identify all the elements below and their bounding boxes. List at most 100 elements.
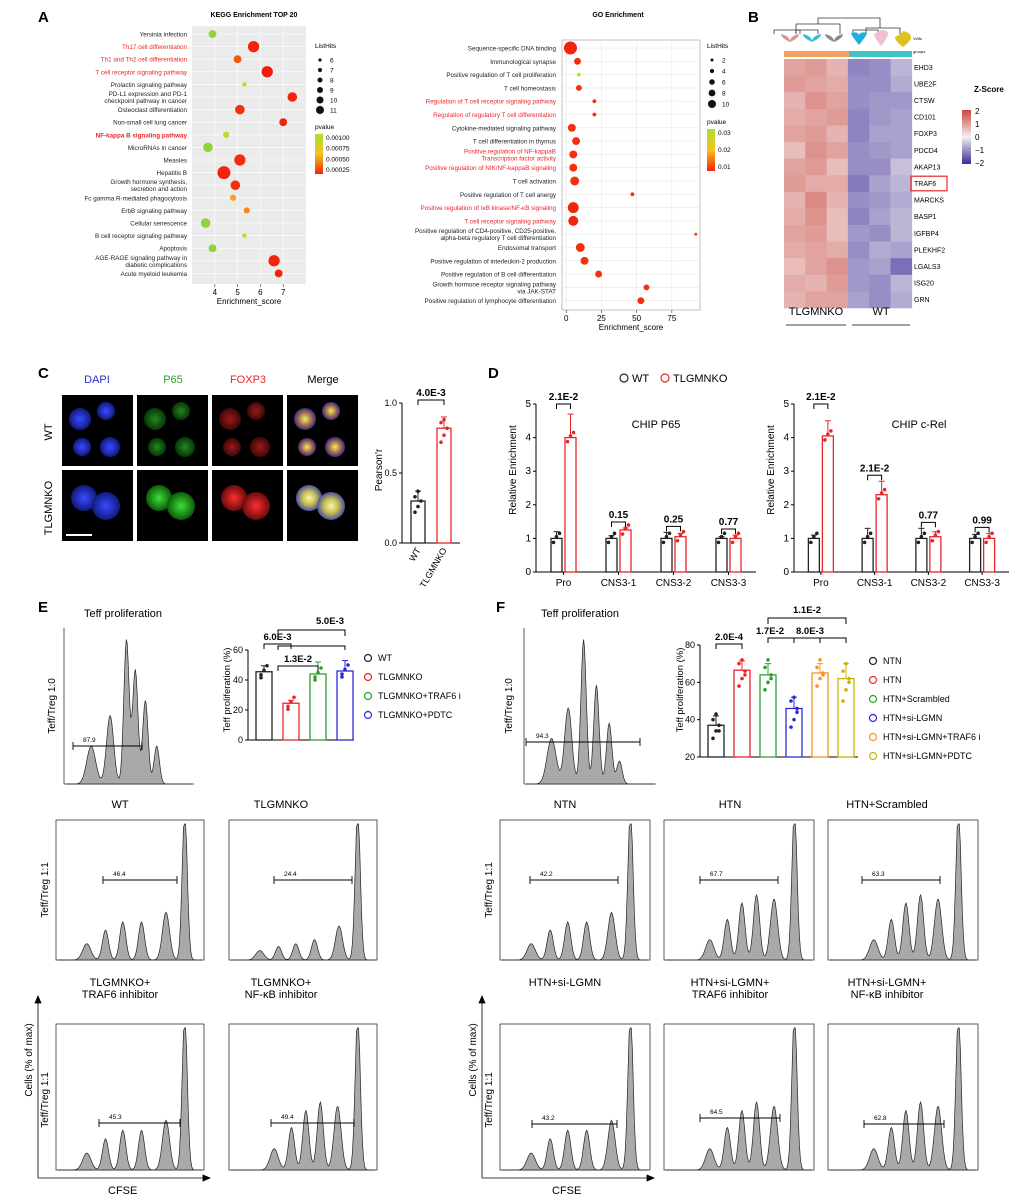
- data-point: [319, 666, 323, 670]
- term-dot: [567, 202, 579, 214]
- size-legend-dot: [316, 86, 324, 94]
- chip-title: CHIP P65: [632, 419, 681, 431]
- p-value: 4.0E-3: [416, 388, 446, 399]
- histogram-curve: [666, 823, 812, 961]
- data-point: [818, 658, 822, 662]
- heatmap-cell: [805, 191, 827, 209]
- data-point: [792, 695, 796, 700]
- data-point: [717, 729, 721, 733]
- gate-value: 43.2: [542, 1115, 555, 1122]
- zscore-tick: −2: [975, 159, 985, 168]
- heatmap-cell: [826, 225, 849, 242]
- kegg-size-legend: 6 7 8 9 10 11: [316, 58, 338, 115]
- zscore-tick: −1: [975, 146, 985, 155]
- significance-bracket: [793, 637, 847, 643]
- kegg-rows: Yersinia infection Th17 cell differentiat…: [84, 30, 298, 278]
- heatmap-cell: [805, 158, 827, 176]
- gene-label: EHD3: [914, 65, 933, 72]
- term-label: Positive regulation of NIK/NF-kappaB sig…: [425, 165, 556, 172]
- data-point: [711, 736, 715, 741]
- data-point: [737, 684, 741, 688]
- bar: [785, 707, 803, 758]
- color-legend-label: 0.00050: [326, 156, 350, 163]
- histogram-title: HTN: [719, 799, 742, 811]
- data-point: [922, 531, 927, 536]
- e-bar-chart: Teff proliferation (%) 0 20 40 60 6.0E-3 1.3E…: [222, 616, 461, 745]
- data-point: [841, 699, 845, 703]
- heatmap-cell: [784, 108, 806, 126]
- term-label: Sequence-specific DNA binding: [468, 46, 557, 53]
- term-label: Immunological synapse: [490, 59, 556, 66]
- heatmap-cell: [890, 241, 913, 259]
- term-label: Fc gamma R-mediated phagocytosis: [84, 195, 187, 202]
- x-category-label: Pro: [813, 578, 829, 589]
- data-point: [343, 667, 347, 672]
- size-legend-label: 4: [722, 69, 726, 76]
- size-legend-label: 11: [330, 108, 337, 115]
- bar: [759, 674, 777, 758]
- heatmap-cell: [826, 75, 849, 93]
- cell: [223, 438, 241, 456]
- gate-value: 64.5: [710, 1109, 723, 1116]
- y-tick-label: 0.0: [384, 538, 397, 548]
- violin-icon-5: [874, 30, 888, 46]
- heatmap-cell: [847, 225, 870, 242]
- y-tick-label: 5: [525, 399, 531, 410]
- significance-bracket: [277, 645, 346, 650]
- p-value: 2.1E-2: [806, 392, 836, 403]
- data-point: [844, 661, 848, 666]
- data-point: [815, 665, 819, 670]
- heatmap-cell: [869, 208, 891, 226]
- x-category-label: CNS3-2: [656, 578, 692, 589]
- bar: [564, 436, 577, 573]
- bar: [733, 669, 751, 758]
- y-tick-label: 1.0: [384, 398, 397, 408]
- data-point: [565, 439, 570, 444]
- gene-label: ISG20: [914, 281, 934, 288]
- legend-label: NTN: [883, 656, 902, 666]
- heatmap-cell: [784, 208, 806, 226]
- heatmap-cell: [826, 191, 849, 209]
- heatmap-top-label-2: groups: [913, 49, 925, 54]
- data-point: [730, 540, 735, 545]
- term-label: Positive regulation of T cell proliferat…: [446, 72, 556, 79]
- gate-value: 67.7: [710, 871, 723, 878]
- histogram-curve: [502, 1027, 648, 1171]
- significance-bracket: [417, 399, 445, 405]
- term-label: T cell activation: [513, 179, 557, 186]
- bar: [619, 529, 632, 573]
- p-value: 1.3E-2: [284, 654, 312, 665]
- x-category-label: CNS3-1: [857, 578, 893, 589]
- data-point: [612, 531, 617, 536]
- term-dot: [570, 176, 580, 186]
- legend-marker: [868, 751, 878, 761]
- pearson-y-label: Pearson'r: [374, 448, 385, 491]
- gene-label: UBE2F: [914, 81, 937, 88]
- term-label: Transcription factor activity: [481, 155, 557, 162]
- significance-bracket: [611, 521, 626, 527]
- data-point: [876, 496, 881, 501]
- heatmap-cell: [869, 59, 891, 76]
- cell: [100, 437, 120, 457]
- term-label: Growth hormone synthesis,: [110, 179, 187, 186]
- bar: [875, 494, 888, 573]
- bar: [336, 670, 354, 741]
- color-legend-label: 0.01: [718, 164, 731, 171]
- row-label-tlgmnko: TLGMNKO: [43, 480, 55, 535]
- term-label: T cell differentiation in thymus: [473, 139, 556, 146]
- significance-bracket: [715, 643, 743, 649]
- data-point: [933, 533, 938, 537]
- term-label: AGE-RAGE signaling pathway in: [95, 255, 187, 262]
- heatmap-cell: [847, 59, 870, 76]
- p-value: 0.25: [664, 514, 684, 525]
- histogram-title: HTN+si-LGMN+: [848, 977, 927, 989]
- heatmap-cell: [826, 158, 849, 176]
- heatmap-cell: [784, 142, 806, 159]
- data-point: [976, 531, 980, 536]
- data-point: [714, 729, 718, 733]
- zscore-color-bar: [962, 110, 971, 164]
- f-y-label: Teff proliferation (%): [675, 648, 686, 733]
- panel-letters: A B C D E F: [38, 9, 759, 616]
- data-point: [916, 540, 921, 545]
- term-dot: [208, 244, 217, 253]
